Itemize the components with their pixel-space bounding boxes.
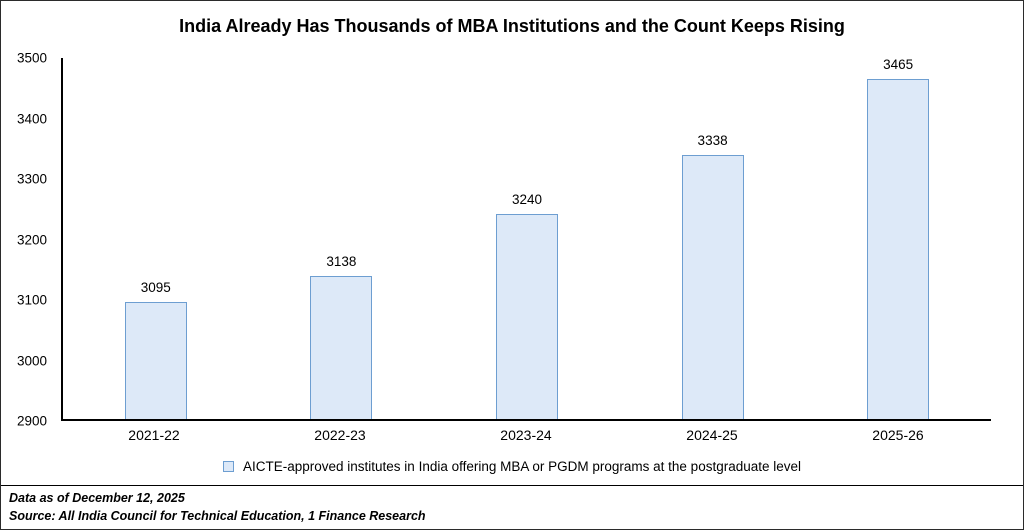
legend-marker-icon (222, 461, 234, 472)
plot-area: 3095 3138 3240 3338 3465 (61, 57, 991, 421)
bar-slot: 3095 (63, 58, 249, 419)
x-tick-label: 2025-26 (872, 427, 924, 443)
y-tick-label: 3400 (16, 111, 47, 126)
bar-value-label: 3095 (140, 279, 171, 295)
bar-2024-25 (681, 155, 744, 419)
legend-label: AICTE-approved institutes in India offer… (242, 459, 802, 474)
bar-value-label: 3138 (326, 253, 357, 269)
bar-slot: 3138 (249, 58, 435, 419)
bar-value-label: 3240 (511, 192, 543, 208)
chart-title-text: India Already Has Thousands of MBA Insti… (179, 16, 845, 36)
x-tick-label: 2021-22 (128, 427, 180, 443)
x-tick-label: 2022-23 (314, 427, 366, 443)
bar-value-label: 3465 (883, 57, 914, 73)
footer: Data as of December 12, 2025 Source: All… (1, 485, 1023, 529)
y-tick-label: 2900 (16, 413, 47, 429)
legend: AICTE-approved institutes in India offer… (1, 459, 1023, 474)
x-tick-label: 2024-25 (686, 427, 738, 443)
y-tick-label: 3300 (16, 171, 47, 187)
bar-value-label: 3338 (697, 133, 728, 149)
y-tick-label: 3200 (16, 232, 47, 247)
x-tick-label: 2023-24 (500, 427, 552, 443)
bar-2025-26 (867, 79, 930, 419)
footer-source: Source: All India Council for Technical … (9, 508, 426, 523)
bar-2021-22 (124, 301, 187, 419)
footer-data-as-of: Data as of December 12, 2025 (9, 491, 185, 505)
y-tick-label: 3100 (16, 292, 47, 308)
chart-title: India Already Has Thousands of MBA Insti… (1, 13, 1023, 39)
y-axis: 2900 3000 3100 3200 3300 3400 3500 (1, 51, 53, 429)
bar-slot: 3465 (805, 57, 991, 419)
bar-2023-24 (495, 214, 558, 419)
bar-2022-23 (310, 275, 373, 419)
y-tick-label: 3000 (16, 353, 47, 368)
bar-slot: 3240 (434, 58, 620, 419)
y-tick-label: 3500 (16, 50, 47, 66)
bar-slot: 3338 (620, 58, 806, 419)
x-axis: 2021-22 2022-23 2023-24 2024-25 2025-26 (61, 427, 991, 443)
